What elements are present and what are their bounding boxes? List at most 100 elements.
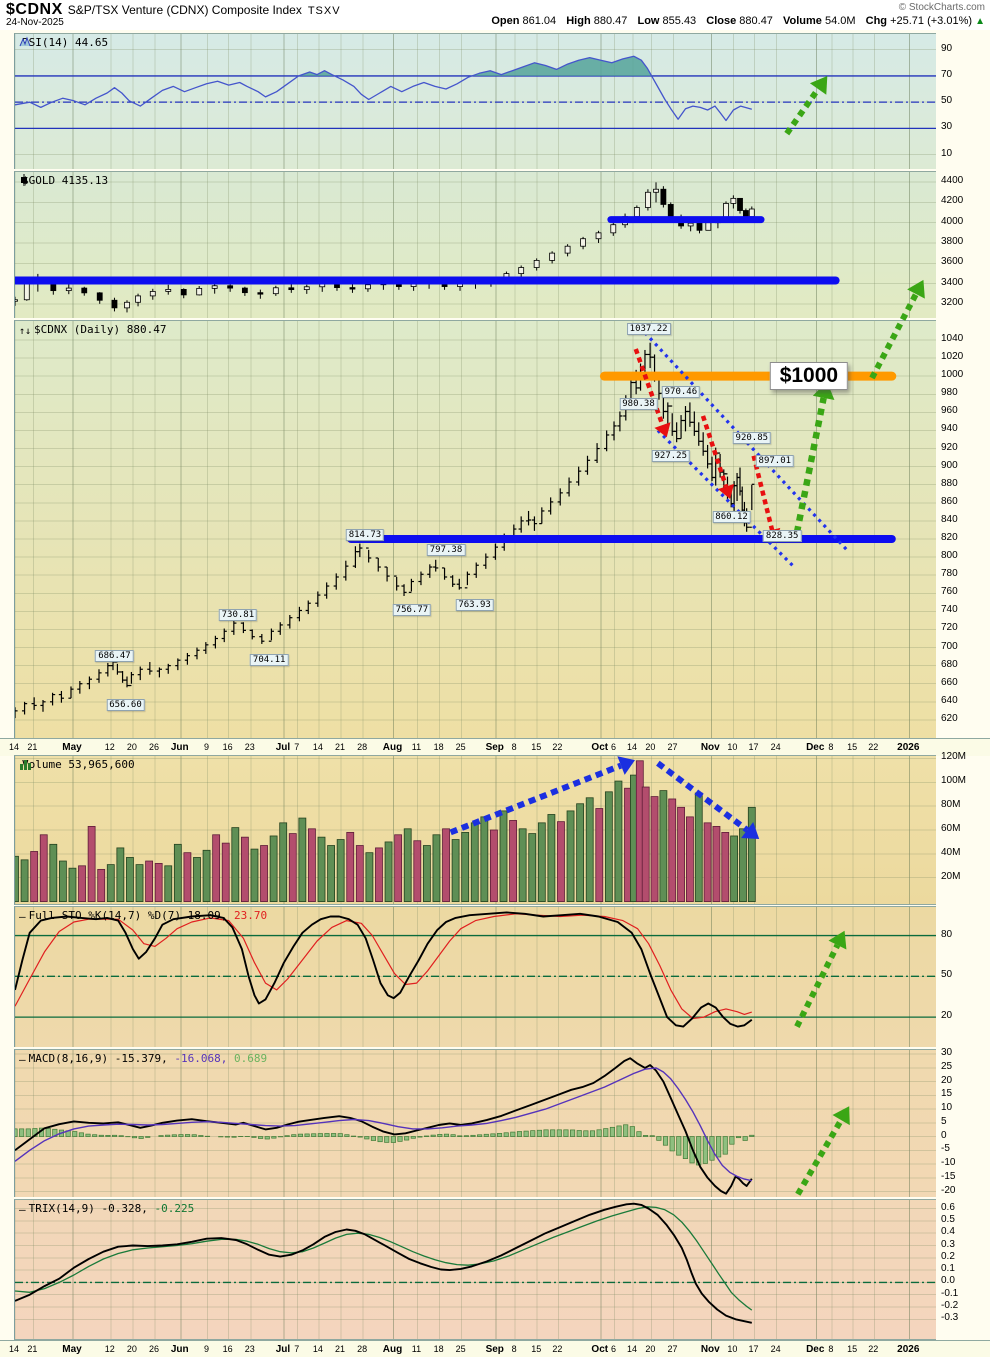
y-axis-label: 40M (941, 846, 961, 858)
volume-bar (547, 814, 556, 903)
y-axis-label: 0 (941, 1129, 947, 1141)
x-axis-label: Nov (700, 742, 720, 753)
x-axis-label: 9 (203, 742, 209, 752)
macd-histogram-bar (198, 1135, 204, 1137)
volume-bar (694, 792, 703, 903)
macd-histogram-bar (536, 1129, 542, 1137)
x-axis-label: Dec (806, 742, 825, 753)
y-axis-label: 900 (941, 459, 958, 471)
macd-histogram-bar (397, 1136, 403, 1142)
macd-histogram-bar (78, 1132, 84, 1137)
x-axis-label: 14 (626, 742, 637, 752)
price-callout: 927.25 (651, 449, 691, 462)
macd-histogram-bar (98, 1134, 104, 1137)
x-axis-label: 8 (511, 1344, 517, 1354)
volume-bar (240, 836, 249, 903)
macd-histogram-bar (131, 1136, 138, 1139)
y-axis-label: 640 (941, 694, 958, 706)
y-axis-label: 780 (941, 568, 958, 580)
x-axis-label: 8 (511, 742, 517, 752)
panel-rsi: RSI(14) 44.65 (14, 33, 936, 169)
volume-bar (279, 822, 288, 903)
y-axis-label: -5 (941, 1143, 950, 1155)
y-axis-label: 50 (941, 969, 953, 981)
macd-histogram-bar (543, 1129, 549, 1137)
x-axis-label: 2026 (897, 1344, 920, 1355)
y-axis-label: 800 (941, 550, 958, 562)
price-callout: 797.38 (426, 543, 466, 556)
panel-gold: $GOLD 4135.13 (14, 171, 936, 318)
volume-bar (145, 860, 153, 903)
macd-histogram-bar (596, 1129, 602, 1137)
up-triangle-icon: ▲ (975, 16, 985, 27)
x-axis-label: 21 (27, 1344, 38, 1354)
macd-histogram-bar (25, 1128, 31, 1137)
y-axis-label: 980 (941, 387, 958, 399)
volume-bar (668, 798, 677, 903)
y-axis-label: 3800 (941, 235, 964, 247)
volume-bar (193, 857, 201, 903)
macd-histogram-bar (503, 1132, 509, 1137)
y-axis-label: 0.2 (941, 1250, 955, 1262)
trend-arrow (784, 87, 821, 136)
chart-header: $CDNX S&P/TSX Venture (CDNX) Composite In… (0, 0, 990, 30)
arrow-head (741, 821, 760, 839)
volume-bar (135, 864, 144, 903)
volume-bar (221, 842, 230, 903)
macd-histogram-bar (516, 1131, 523, 1137)
volume-bar (499, 810, 508, 903)
y-axis-column: 90 70 50 30 10 4400 4200 4000 3800 3600 3400 3200 10… (936, 0, 990, 1357)
price-callout: 970.46 (661, 385, 701, 398)
x-axis-label: 24 (770, 742, 781, 752)
macd-histogram-bar (118, 1135, 124, 1137)
macd-histogram-bar (510, 1131, 516, 1137)
trend-arrow (633, 348, 665, 426)
y-axis-label: 25 (941, 1060, 953, 1072)
x-axis-label: 7 (294, 1344, 300, 1354)
price-callout: 828.35 (762, 530, 802, 543)
trend-arrow (794, 943, 841, 1028)
volume-value: 54.0M (824, 15, 856, 27)
x-axis-label: 20 (126, 742, 137, 752)
macd-histogram-bar (337, 1133, 343, 1137)
copyright: © StockCharts.com (898, 2, 985, 13)
macd-histogram-bar (264, 1136, 270, 1140)
macd-histogram-bar (317, 1133, 323, 1137)
volume-bar (39, 834, 48, 903)
y-axis-label: 120M (941, 751, 967, 763)
arrow-head (717, 483, 735, 499)
x-axis-label: 10 (727, 742, 738, 752)
trend-arrow (656, 760, 749, 833)
indicator-line (15, 1202, 753, 1324)
x-axis-label: 15 (531, 742, 542, 752)
close-label: Close (706, 15, 737, 27)
x-axis-label: 2026 (897, 742, 920, 753)
macd-histogram-bar (603, 1128, 609, 1137)
volume-bar (327, 845, 335, 903)
volume-label: Volume (783, 15, 822, 27)
macd-histogram-bar (470, 1134, 476, 1137)
volume-bar (231, 827, 240, 903)
macd-histogram-bar (443, 1133, 450, 1137)
volume-bar (413, 840, 422, 903)
volume-bar (703, 822, 712, 903)
macd-histogram-bar (165, 1134, 171, 1137)
macd-histogram-bar (258, 1136, 264, 1139)
y-axis-label: 920 (941, 441, 958, 453)
volume-bar (106, 864, 115, 903)
volume-bar (346, 831, 355, 903)
y-axis-label: 960 (941, 405, 958, 417)
macd-histogram-bar (138, 1136, 144, 1139)
y-axis-label: 700 (941, 640, 958, 652)
x-axis-label: 28 (357, 1344, 368, 1354)
panel-label-gold: $GOLD 4135.13 (21, 174, 109, 187)
macd-histogram-bar (682, 1136, 688, 1159)
rsi-overbought-fill (471, 56, 652, 76)
rsi-plot (15, 34, 936, 169)
volume-bar (650, 796, 659, 903)
x-axis-label: 14 (312, 1344, 323, 1354)
volume-bar (747, 806, 756, 903)
macd-histogram-bar (643, 1135, 649, 1137)
volume-bar (298, 817, 307, 903)
